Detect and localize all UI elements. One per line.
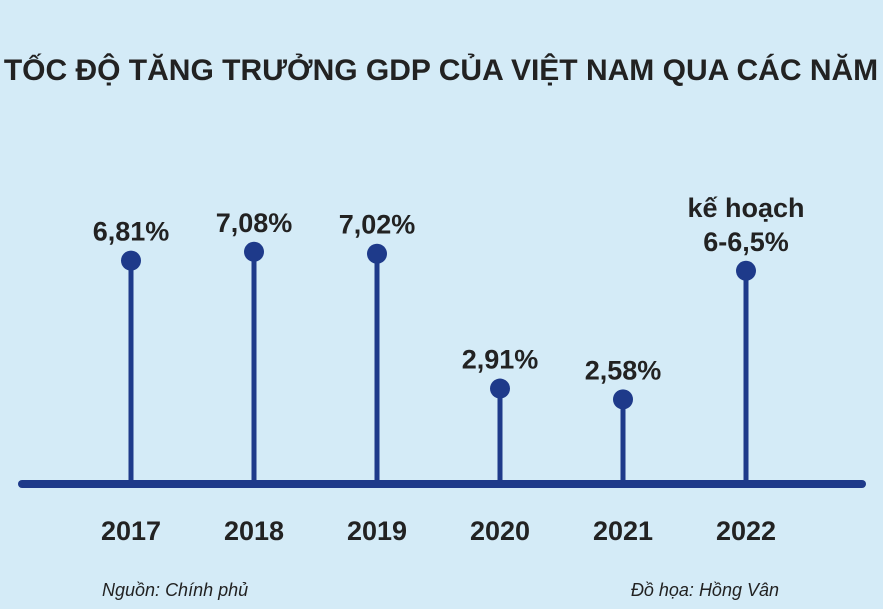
year-label-2022: 2022 [716,516,776,546]
year-label-2019: 2019 [347,516,407,546]
year-label-2020: 2020 [470,516,530,546]
year-label-2021: 2021 [593,516,653,546]
value-label-2020: 2,91% [462,345,539,375]
credit-note: Đồ họa: Hồng Vân [631,580,779,601]
source-value: Chính phủ [165,580,249,600]
value-label-2019: 7,02% [339,210,416,240]
credit-value: Hồng Vân [698,580,779,600]
credit-label: Đồ họa: [630,580,694,600]
value-label-2017: 6,81% [93,217,170,247]
year-label-2017: 2017 [101,516,161,546]
point-2020 [490,378,510,399]
source-note: Nguồn: Chính phủ [102,580,248,601]
point-2021 [613,389,633,410]
year-label-2018: 2018 [224,516,284,546]
value-label-2022-1: kế hoạch [687,193,804,223]
chart-title: TỐC ĐỘ TĂNG TRƯỞNG GDP CỦA VIỆT NAM QUA … [4,53,878,87]
point-2018 [244,241,264,262]
source-label: Nguồn: [102,580,161,600]
value-label-2022-2: 6-6,5% [703,227,789,257]
value-label-2021: 2,58% [585,355,662,385]
point-2019 [367,243,387,264]
point-2017 [121,250,141,271]
value-label-2018: 7,08% [216,208,293,238]
point-2022 [736,260,756,281]
chart-marks: 6,81% 2017 7,08% 2018 7,02% 2019 2,91% 2020 2,58… [18,193,866,546]
